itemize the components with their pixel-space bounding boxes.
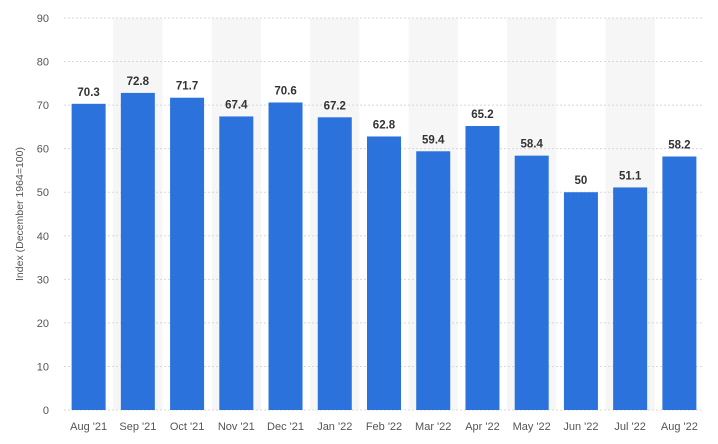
y-axis-title: Index (December 1964=100) [14, 147, 26, 281]
x-tick-label: Jan '22 [317, 421, 352, 433]
bars [71, 92, 697, 411]
bar[interactable] [170, 97, 205, 410]
y-tick-label: 60 [37, 144, 49, 156]
data-label: 59.4 [422, 134, 445, 146]
bar[interactable] [71, 103, 106, 410]
data-label: 50 [575, 175, 588, 187]
x-axis-ticks: Aug '21 Sep '21 Oct '21 Nov '21 Dec '21 Jan '… [70, 421, 698, 433]
y-tick-label: 70 [37, 100, 49, 112]
data-labels: 70.3 72.8 71.7 67.4 70.6 67.2 62.8 59.4 65.2 58.4… [77, 76, 690, 187]
y-tick-label: 50 [37, 187, 49, 199]
data-label: 70.3 [77, 87, 99, 99]
bar[interactable] [514, 155, 549, 410]
bar[interactable] [367, 136, 401, 410]
y-tick-label: 30 [37, 274, 49, 286]
bar[interactable] [317, 117, 352, 410]
x-tick-label: Nov '21 [218, 421, 255, 433]
y-tick-label: 0 [43, 405, 49, 417]
data-label: 58.4 [520, 139, 543, 151]
data-label: 65.2 [471, 109, 493, 121]
bar[interactable] [563, 192, 598, 410]
bar[interactable] [662, 156, 697, 410]
bar[interactable] [465, 126, 500, 411]
bar[interactable] [268, 102, 303, 411]
y-tick-label: 40 [37, 231, 49, 243]
data-label: 71.7 [176, 81, 198, 93]
data-label: 51.1 [619, 170, 642, 182]
x-tick-label: Oct '21 [170, 421, 205, 433]
data-label: 58.2 [668, 140, 690, 152]
x-tick-label: Aug '22 [661, 421, 698, 433]
x-tick-label: Feb '22 [366, 421, 402, 433]
bar[interactable] [613, 187, 648, 410]
bar[interactable] [416, 151, 451, 410]
y-tick-label: 10 [37, 361, 49, 373]
bar[interactable] [120, 92, 155, 410]
x-tick-label: Dec '21 [267, 421, 304, 433]
x-tick-label: Jul '22 [614, 421, 645, 433]
data-label: 72.8 [127, 76, 150, 88]
y-tick-label: 90 [37, 13, 49, 25]
x-tick-label: May '22 [513, 421, 551, 433]
data-label: 67.2 [324, 100, 346, 112]
y-axis-ticks: 0 10 20 30 40 50 60 70 80 90 [37, 13, 49, 417]
x-tick-label: Apr '22 [465, 421, 500, 433]
x-tick-label: Aug '21 [70, 421, 107, 433]
data-label: 62.8 [373, 119, 396, 131]
data-label: 67.4 [225, 99, 248, 111]
x-tick-label: Jun '22 [563, 421, 598, 433]
x-tick-label: Sep '21 [119, 421, 156, 433]
y-tick-label: 80 [37, 57, 49, 69]
y-tick-label: 20 [37, 318, 49, 330]
data-label: 70.6 [274, 85, 296, 97]
bar[interactable] [219, 116, 254, 411]
x-tick-label: Mar '22 [415, 421, 451, 433]
